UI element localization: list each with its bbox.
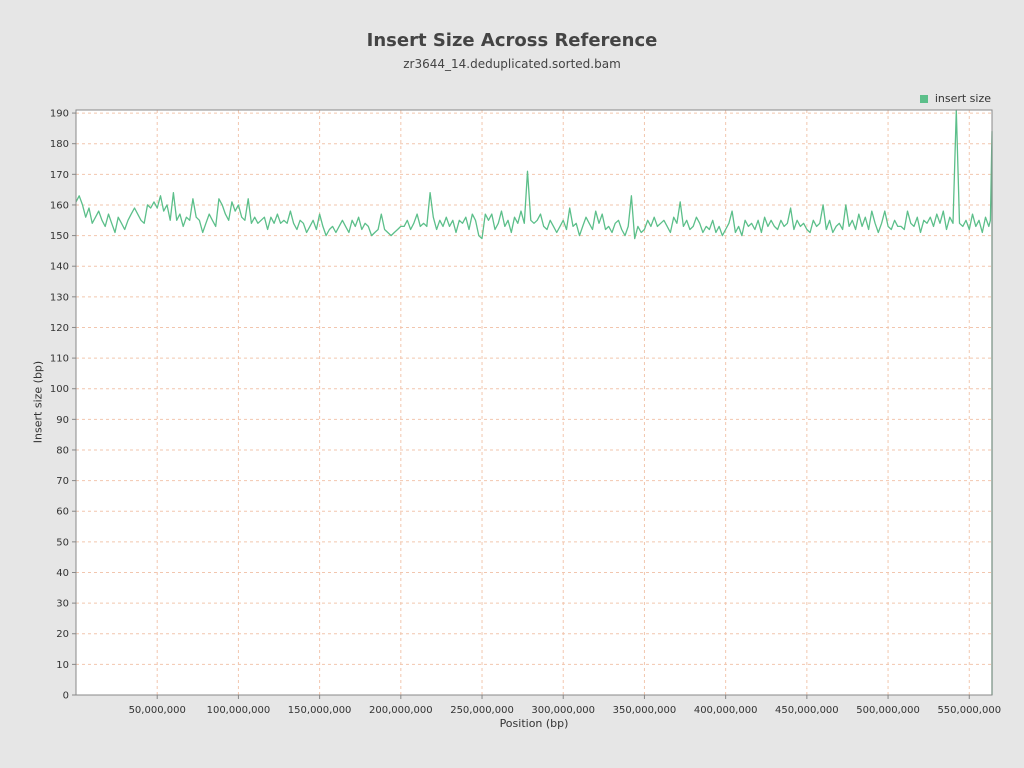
chart-title: Insert Size Across Reference — [366, 30, 658, 51]
x-tick-label: 500,000,000 — [856, 705, 920, 716]
y-tick-label: 190 — [50, 109, 69, 120]
y-tick-label: 80 — [56, 445, 69, 456]
x-tick-label: 250,000,000 — [450, 705, 514, 716]
axes — [72, 109, 993, 699]
y-tick-label: 150 — [50, 231, 69, 242]
y-tick-label: 60 — [56, 507, 69, 518]
y-tick-label: 180 — [50, 139, 69, 150]
y-tick-label: 140 — [50, 262, 69, 273]
grid-lines — [76, 110, 992, 696]
y-tick-label: 0 — [63, 691, 69, 702]
y-tick-label: 120 — [50, 323, 69, 334]
x-tick-label: 150,000,000 — [288, 705, 352, 716]
y-tick-label: 160 — [50, 200, 69, 211]
y-tick-label: 110 — [50, 354, 69, 365]
x-axis-label: Position (bp) — [499, 717, 569, 730]
y-tick-label: 130 — [50, 292, 69, 303]
series-line-insert-size — [75, 109, 993, 695]
x-tick-label: 450,000,000 — [775, 705, 839, 716]
plot-background — [76, 110, 992, 695]
y-tick-label: 70 — [56, 476, 69, 487]
legend: insert size — [919, 92, 991, 105]
x-tick-label: 200,000,000 — [369, 705, 433, 716]
y-tick-label: 90 — [56, 415, 69, 426]
y-tick-label: 10 — [56, 660, 69, 671]
x-tick-label: 300,000,000 — [531, 705, 595, 716]
y-tick-label: 100 — [50, 384, 69, 395]
y-axis-label: Insert size (bp) — [31, 360, 45, 444]
x-tick-label: 50,000,000 — [129, 705, 186, 716]
legend-label-insert-size: insert size — [934, 92, 991, 105]
x-tick-label: 400,000,000 — [694, 705, 758, 716]
x-tick-label: 350,000,000 — [613, 705, 677, 716]
x-tick-label: 100,000,000 — [207, 705, 271, 716]
series-layer — [75, 109, 993, 695]
tick-labels: 0 10 20 30 40 50 60 70 80 90 100 110 120 130 140 150 160… — [50, 109, 1001, 716]
y-tick-label: 40 — [56, 568, 69, 579]
y-tick-label: 170 — [50, 170, 69, 181]
y-tick-label: 50 — [56, 537, 69, 548]
y-tick-label: 20 — [56, 629, 69, 640]
y-tick-label: 30 — [56, 599, 69, 610]
x-tick-label: 550,000,000 — [937, 705, 1001, 716]
chart-subtitle: zr3644_14.deduplicated.sorted.bam — [403, 57, 621, 71]
legend-swatch — [919, 94, 928, 103]
plot-border — [75, 109, 993, 696]
